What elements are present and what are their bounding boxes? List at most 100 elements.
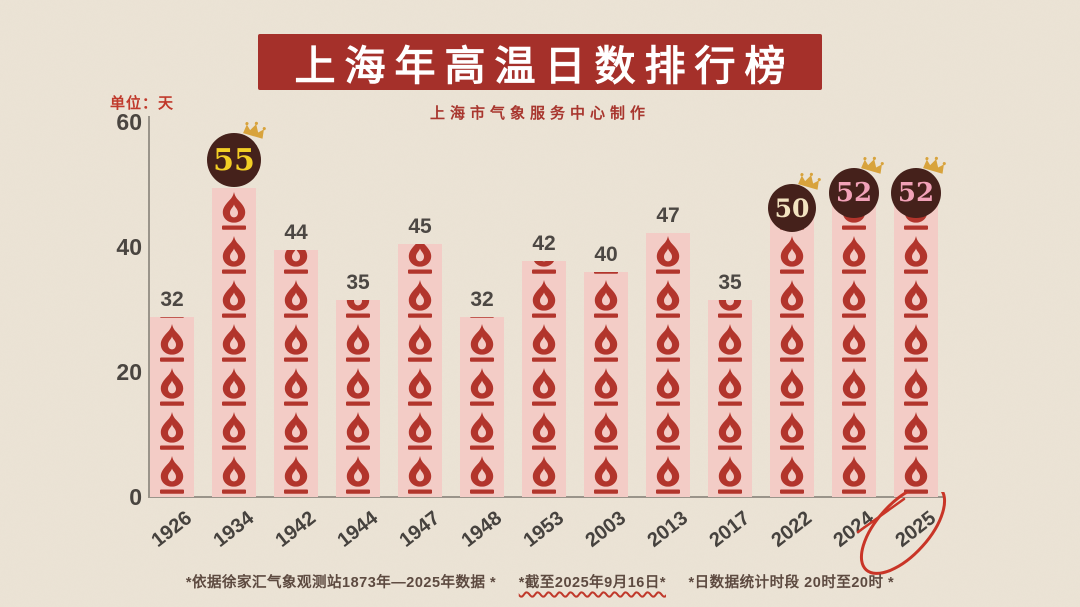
- bar-1947: [398, 244, 442, 497]
- flame-icon: [470, 368, 494, 406]
- crown-icon: [797, 169, 822, 190]
- y-tick-60: 60: [116, 109, 142, 135]
- flame-icon: [842, 236, 866, 274]
- flame-icon: [532, 261, 556, 274]
- value-label-2017: 35: [718, 271, 742, 294]
- flame-icon: [222, 456, 246, 494]
- flame-icon: [222, 192, 246, 230]
- value-label-1948: 32: [470, 288, 494, 311]
- bar-1934: [212, 188, 256, 497]
- flame-icon: [904, 368, 928, 406]
- value-label-1953: 42: [532, 232, 556, 255]
- value-label-1947: 45: [408, 215, 432, 238]
- flame-icon: [594, 280, 618, 318]
- bar-1953: [522, 261, 566, 497]
- x-tick-1944: 1944: [332, 507, 382, 552]
- x-tick-2024: 2024: [828, 507, 878, 552]
- flame-icon: [160, 324, 184, 362]
- flame-icon: [532, 324, 556, 362]
- footer-notes: *依据徐家汇气象观测站1873年—2025年数据 * *截至2025年9月16日…: [0, 571, 1080, 592]
- flame-icon: [718, 324, 742, 362]
- x-tick-2003: 2003: [580, 507, 630, 552]
- x-tick-1934: 1934: [208, 507, 258, 552]
- flame-icon: [594, 368, 618, 406]
- flame-icon: [656, 324, 680, 362]
- x-tick-1953: 1953: [518, 507, 568, 552]
- bar-1942: [274, 250, 318, 497]
- x-tick-1947: 1947: [394, 507, 444, 552]
- flame-icon: [842, 280, 866, 318]
- value-label-2013: 47: [656, 204, 680, 227]
- footer-note-cutoff: *截至2025年9月16日*: [518, 575, 666, 591]
- value-badge-2025: 52: [891, 153, 947, 218]
- flame-icon: [222, 368, 246, 406]
- flame-icon: [904, 280, 928, 318]
- flame-icon: [284, 324, 308, 362]
- flame-icon: [656, 280, 680, 318]
- flame-icon: [408, 244, 432, 274]
- flame-icon: [656, 368, 680, 406]
- flame-icon: [780, 368, 804, 406]
- flame-icon: [532, 456, 556, 494]
- flame-icon: [346, 324, 370, 362]
- flame-icon: [346, 412, 370, 450]
- flame-icon: [284, 368, 308, 406]
- flame-icon: [408, 412, 432, 450]
- bar-1944: [336, 300, 380, 497]
- flame-icon: [780, 456, 804, 494]
- x-tick-2025: 2025: [890, 507, 940, 552]
- flame-icon: [408, 456, 432, 494]
- flame-icon: [656, 412, 680, 450]
- flame-icon: [904, 456, 928, 494]
- value-label-1926: 32: [160, 288, 184, 311]
- flame-icon: [594, 456, 618, 494]
- bar-1948: [460, 317, 504, 497]
- flame-icon: [718, 368, 742, 406]
- bar-2003: [584, 272, 628, 497]
- flame-icon: [222, 280, 246, 318]
- flame-icon: [904, 324, 928, 362]
- bar-2017: [708, 300, 752, 497]
- flame-icon: [284, 412, 308, 450]
- x-tick-1948: 1948: [456, 507, 506, 552]
- y-tick-0: 0: [129, 484, 142, 510]
- x-tick-2017: 2017: [704, 507, 754, 552]
- flame-icon: [532, 412, 556, 450]
- flame-icon: [904, 412, 928, 450]
- flame-icon: [346, 456, 370, 494]
- crown-icon: [922, 153, 947, 174]
- y-axis-line: [148, 116, 150, 497]
- value-badge-1934: 55: [207, 118, 267, 187]
- bar-2024: [832, 205, 876, 497]
- value-badge-2024: 52: [829, 153, 885, 218]
- title-banner: 上海年高温日数排行榜: [258, 34, 822, 90]
- bar-1926: [150, 317, 194, 497]
- flame-icon: [346, 300, 370, 318]
- bar-2022: [770, 216, 814, 497]
- flame-icon: [842, 456, 866, 494]
- flame-icon: [842, 368, 866, 406]
- flame-icon: [718, 300, 742, 318]
- page-title: 上海年高温日数排行榜: [294, 43, 795, 89]
- value-label-2003: 40: [594, 243, 618, 266]
- flame-icon: [780, 236, 804, 274]
- crown-icon: [860, 153, 885, 174]
- flame-icon: [222, 236, 246, 274]
- flame-icon: [842, 324, 866, 362]
- flame-icon: [532, 368, 556, 406]
- bar-2013: [646, 233, 690, 497]
- flame-icon: [470, 456, 494, 494]
- flame-icon: [594, 412, 618, 450]
- value-label-1942: 44: [284, 221, 308, 244]
- flame-icon: [160, 456, 184, 494]
- unit-label: 单位：天: [110, 95, 175, 112]
- flame-icon: [284, 280, 308, 318]
- flame-icon: [408, 324, 432, 362]
- flame-icon: [904, 236, 928, 274]
- x-tick-2022: 2022: [766, 507, 816, 552]
- flame-icon: [780, 412, 804, 450]
- flame-icon: [346, 368, 370, 406]
- x-tick-1942: 1942: [270, 507, 320, 552]
- flame-icon: [284, 456, 308, 494]
